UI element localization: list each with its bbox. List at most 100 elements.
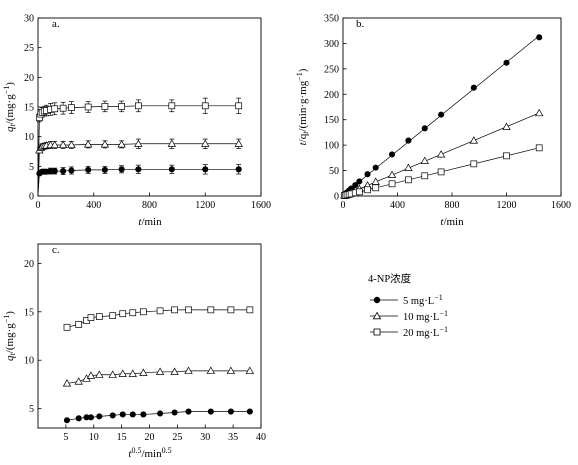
data-point-5: [356, 178, 363, 185]
legend-marker-open-triangle: [372, 311, 382, 320]
data-point-20: [118, 103, 125, 110]
x-tick-label: 0: [36, 200, 41, 211]
data-point-5: [109, 412, 116, 419]
data-point-10: [534, 108, 544, 117]
data-point-20: [246, 306, 254, 314]
data-point-5: [364, 171, 371, 178]
panel-b: b. 0 400 800 1200 1600 0 50 100 150 200 250 300 350…: [295, 14, 571, 229]
panel-a-x-ticks: 0 400 800 1200 1600: [36, 192, 271, 211]
data-point-5: [119, 411, 126, 418]
data-point-5: [140, 411, 147, 418]
panel-a-y-ticks: 0 5 10 15 20 25 30: [24, 14, 42, 203]
data-point-5: [96, 413, 103, 420]
data-point-10: [62, 379, 72, 387]
data-point-10: [86, 371, 96, 379]
data-point-10: [167, 139, 177, 147]
data-point-20: [364, 186, 371, 194]
data-point-20: [87, 314, 95, 321]
x-tick-label: 10: [89, 432, 99, 443]
data-point-5: [118, 166, 125, 173]
x-tick-label: 5: [63, 432, 68, 443]
y-tick-label: 0: [334, 192, 339, 203]
legend-entry-5: 5 mg·L−1: [370, 293, 443, 307]
data-point-10: [436, 150, 446, 158]
panel-c-series-lines: [66, 309, 250, 421]
y-tick-label: 150: [324, 115, 339, 126]
data-point-20: [171, 306, 178, 314]
data-point-20: [135, 102, 142, 110]
data-point-20: [356, 188, 363, 196]
panel-b-y-ticks: 0 50 100 150 200 250 300 350: [324, 14, 347, 203]
y-tick-label: 5: [29, 162, 34, 173]
legend-title: 4-NP浓度: [368, 272, 412, 285]
legend-marker-open-square: [373, 328, 381, 336]
data-point-10: [502, 122, 511, 130]
data-point-20: [227, 306, 235, 314]
panel-b-y-axis-label: t/qt/(min·g·mg−1): [295, 68, 310, 145]
data-point-5: [101, 166, 108, 173]
panel-c-x-axis-label: t0.5/min0.5: [128, 446, 171, 460]
data-point-20: [437, 168, 445, 176]
data-point-20: [372, 184, 380, 192]
data-point-5: [388, 151, 396, 158]
data-point-5: [75, 415, 82, 422]
data-point-5: [438, 111, 445, 118]
data-point-10: [469, 136, 479, 144]
panel-c-y-ticks: 5 10 15 20: [24, 259, 42, 415]
data-point-10: [118, 369, 127, 377]
y-tick-label: 250: [324, 64, 339, 75]
data-point-10: [420, 156, 429, 164]
y-tick-label: 20: [24, 73, 34, 84]
panel-b-label: b.: [356, 18, 365, 30]
data-point-20: [470, 160, 478, 168]
panel-a-data-points: [35, 97, 243, 177]
data-point-10: [100, 140, 110, 148]
legend-label-20: 20 mg·L−1: [403, 325, 448, 339]
data-point-5: [68, 167, 75, 174]
data-point-5: [85, 166, 92, 173]
y-tick-label: 5: [29, 404, 34, 415]
data-point-10: [170, 367, 179, 375]
y-tick-label: 10: [24, 356, 34, 367]
panel-b-data-points: [340, 34, 544, 199]
x-tick-label: 400: [390, 200, 405, 211]
panel-c-frame: [37, 243, 262, 429]
data-point-10: [128, 369, 137, 377]
data-point-20: [129, 309, 137, 317]
data-point-5: [202, 166, 209, 173]
x-tick-label: 25: [172, 432, 182, 443]
panel-c-label: c.: [52, 244, 60, 256]
data-point-5: [135, 166, 142, 173]
data-point-20: [421, 172, 429, 180]
data-point-20: [59, 104, 67, 112]
data-point-10: [83, 140, 93, 148]
panel-c: c. 5 10 15 20 25 30 35 40 5 10 15 20 qt/(mg·g−1) t…: [2, 243, 266, 460]
data-point-10: [58, 140, 68, 149]
data-point-5: [503, 59, 510, 66]
x-tick-label: 1200: [195, 200, 215, 211]
data-point-20: [68, 104, 75, 111]
x-tick-label: 20: [145, 432, 155, 443]
data-point-5: [129, 411, 136, 418]
panel-a-label: a.: [52, 18, 60, 30]
data-point-5: [157, 410, 164, 417]
y-tick-label: 10: [24, 132, 34, 143]
panel-a: a. 0 400 800 1200 1600 0 5 10 15 20 25 30 qt/(mg·g…: [2, 14, 271, 229]
panel-a-y-axis-label: qt/(mg·g−1): [2, 82, 17, 132]
y-tick-label: 50: [329, 166, 339, 177]
data-point-5: [87, 414, 95, 421]
data-point-5: [246, 408, 253, 415]
data-point-5: [235, 166, 242, 173]
data-point-10: [134, 139, 143, 147]
y-tick-label: 0: [29, 192, 34, 203]
panel-b-x-axis-label: t/min: [440, 216, 464, 228]
data-point-5: [207, 408, 214, 415]
data-point-10: [226, 366, 236, 374]
y-tick-label: 100: [324, 141, 339, 152]
legend-marker-filled-circle: [373, 296, 381, 304]
x-tick-label: 1200: [497, 200, 517, 211]
data-point-10: [95, 370, 104, 378]
data-point-10: [108, 370, 117, 378]
data-point-10: [371, 177, 380, 185]
data-point-20: [168, 102, 176, 110]
